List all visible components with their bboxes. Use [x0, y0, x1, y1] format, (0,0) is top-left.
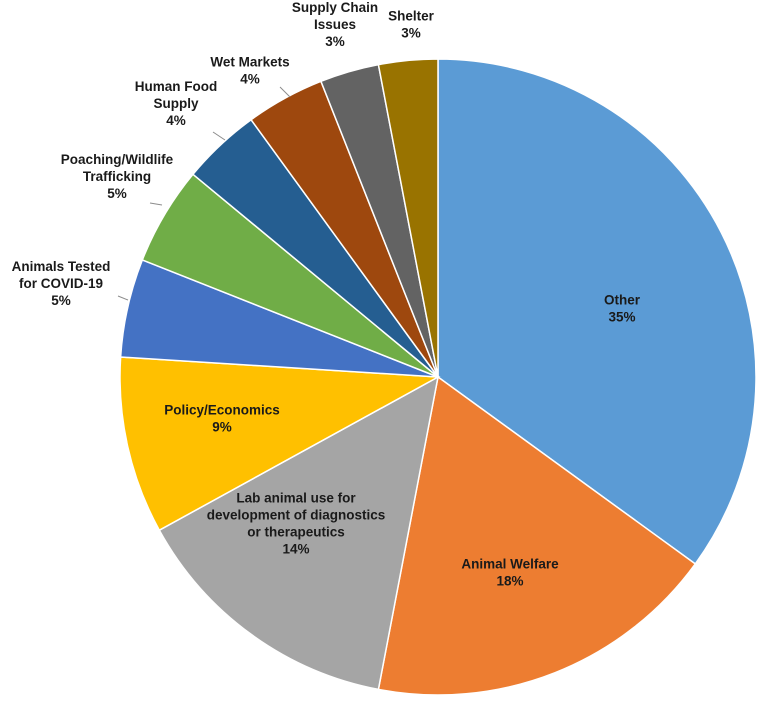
slice-labels: Other 35% Animal Welfare 18% Lab animal use …	[12, 0, 641, 589]
pct-label: 14%	[282, 542, 309, 557]
leader-line-animals-tested-for-covid-19	[117, 295, 129, 301]
slice-policy-economics	[119, 356, 441, 532]
data-label-supply-chain-issues: Supply Chain Issues 3%	[292, 0, 378, 49]
leader-line-human-food-supply	[212, 131, 226, 141]
slice-lab-animal-use-for-development-of-diagnostics-or-therapeutics	[158, 375, 440, 691]
category-label-line: development of diagnostics	[207, 508, 386, 523]
slice-other	[437, 58, 757, 565]
category-label-line: Issues	[314, 17, 356, 32]
slice-shelter	[377, 58, 439, 378]
data-label-policy-economics: Policy/Economics 9%	[164, 403, 280, 435]
pct-label: 4%	[166, 113, 186, 128]
category-label-line: Other	[604, 293, 641, 308]
category-label-line: Supply	[153, 96, 198, 111]
category-label-line: Wet Markets	[210, 55, 289, 70]
leader-lines	[117, 86, 291, 301]
category-label-line: or therapeutics	[247, 525, 345, 540]
category-label-line: Supply Chain	[292, 0, 378, 15]
leader-line-wet-markets	[279, 86, 291, 98]
pct-label: 18%	[496, 574, 523, 589]
pct-label: 9%	[212, 420, 232, 435]
data-label-other: Other 35%	[604, 293, 641, 325]
category-label-line: Animal Welfare	[461, 557, 559, 572]
pct-label: 5%	[51, 293, 71, 308]
data-label-lab-animal-use-for-development-of-diagnostics-or-therapeutics: Lab animal use for development of diagnos…	[207, 491, 386, 557]
pct-label: 4%	[240, 72, 260, 87]
data-label-wet-markets: Wet Markets 4%	[210, 55, 289, 87]
pct-label: 35%	[608, 310, 635, 325]
slice-animal-welfare	[377, 375, 697, 696]
category-label-line: for COVID-19	[19, 276, 103, 291]
data-label-human-food-supply: Human Food Supply 4%	[135, 79, 218, 128]
data-label-shelter: Shelter 3%	[388, 9, 435, 41]
category-label-line: Human Food	[135, 79, 218, 94]
data-label-animal-welfare: Animal Welfare 18%	[461, 557, 559, 589]
pct-label: 5%	[107, 186, 127, 201]
pie-slices	[119, 58, 757, 696]
category-label-line: Animals Tested	[12, 259, 111, 274]
data-label-animals-tested-for-covid-19: Animals Tested for COVID-19 5%	[12, 259, 111, 308]
category-label-line: Shelter	[388, 9, 435, 24]
leader-line-poaching-wildlife-trafficking	[149, 202, 163, 206]
data-label-poaching-wildlife-trafficking: Poaching/Wildlife Trafficking 5%	[61, 152, 174, 201]
pct-label: 3%	[401, 26, 421, 41]
pct-label: 3%	[325, 34, 345, 49]
category-label-line: Lab animal use for	[236, 491, 356, 506]
category-label-line: Poaching/Wildlife	[61, 152, 174, 167]
category-label-line: Trafficking	[83, 169, 151, 184]
category-label-line: Policy/Economics	[164, 403, 280, 418]
